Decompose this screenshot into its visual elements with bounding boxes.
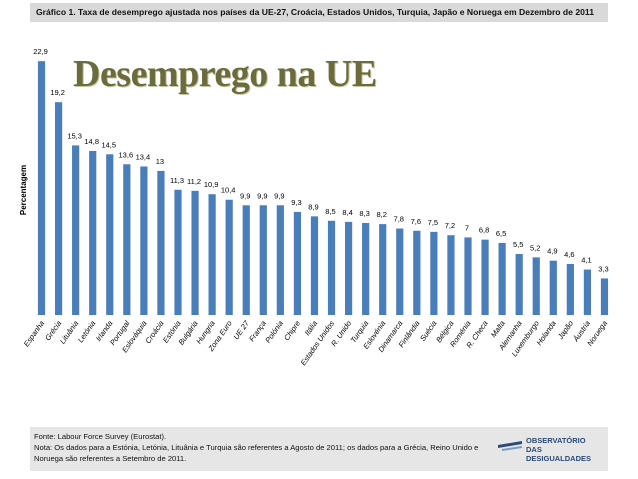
chart-title: Gráfico 1. Taxa de desemprego ajustada n…: [30, 3, 608, 22]
bar: [549, 260, 557, 315]
x-tick-label: Espanha: [22, 319, 46, 348]
logo-line: OBSERVATÓRIO: [526, 436, 586, 445]
slide-title: Desemprego na UE: [73, 53, 377, 95]
bar: [72, 145, 80, 315]
bar: [413, 230, 421, 315]
data-label: 6,8: [479, 226, 489, 235]
y-axis-label: Percentagem: [19, 165, 28, 215]
data-label: 15,3: [67, 131, 82, 140]
data-label: 7,8: [394, 215, 404, 224]
x-tick-label: Letónia: [76, 319, 97, 344]
bar: [276, 205, 284, 315]
data-label: 7,5: [428, 218, 438, 227]
bar: [600, 278, 609, 315]
logo-line: DAS DESIGUALDADES: [526, 445, 592, 463]
bar: [430, 231, 438, 315]
bar: [447, 235, 455, 315]
data-label: 22,9: [33, 47, 48, 56]
bar: [242, 205, 250, 315]
bar: [123, 164, 131, 315]
bar: [310, 216, 319, 315]
bar: [140, 166, 148, 315]
x-tick-label: Polónia: [263, 319, 285, 345]
bar: [208, 194, 216, 315]
data-label: 8,9: [308, 202, 318, 211]
bar: [259, 205, 267, 315]
data-label: 13: [156, 157, 164, 166]
bar: [515, 254, 523, 315]
data-label: 10,9: [204, 180, 219, 189]
bar: [498, 242, 506, 315]
data-label: 14,8: [84, 137, 99, 146]
x-tick-label: Itália: [303, 319, 319, 337]
bar: [293, 211, 302, 315]
data-label: 4,6: [564, 250, 574, 259]
bar: [566, 264, 574, 315]
bar: [54, 102, 63, 315]
data-label: 7: [465, 223, 469, 232]
data-label: 5,5: [513, 240, 523, 249]
data-label: 10,4: [221, 186, 236, 195]
data-label: 9,3: [291, 198, 301, 207]
data-label: 4,1: [581, 256, 591, 265]
bar: [344, 221, 353, 315]
bar: [379, 224, 387, 315]
bar: [174, 189, 182, 315]
data-label: 3,3: [598, 264, 608, 273]
logo-mark: [498, 441, 522, 451]
data-label: 4,9: [547, 247, 557, 256]
bar: [327, 220, 336, 315]
bar: [89, 150, 97, 315]
bar: [362, 223, 370, 315]
bar: [583, 269, 592, 315]
data-label: 11,3: [170, 176, 184, 185]
source: Fonte: Labour Force Survey (Eurostat).: [34, 432, 167, 441]
data-label: 9,9: [274, 191, 284, 200]
bar: [37, 61, 46, 315]
data-label: 7,6: [411, 217, 421, 226]
data-label: 9,9: [240, 191, 250, 200]
data-label: 9,9: [257, 191, 267, 200]
bar: [481, 239, 489, 315]
data-label: 8,4: [342, 208, 352, 217]
data-label: 8,2: [376, 210, 386, 219]
data-label: 13,6: [119, 150, 134, 159]
x-tick-label: Chipre: [282, 319, 302, 342]
note: Nota: Os dados para a Estónia, Letónia, …: [34, 443, 479, 463]
bar: [157, 170, 165, 315]
bar: [532, 257, 540, 315]
data-label: 14,5: [101, 140, 116, 149]
bar: [225, 199, 233, 315]
data-label: 11,2: [187, 177, 201, 186]
bar: [396, 228, 404, 315]
data-label: 7,2: [445, 221, 455, 230]
bar: [106, 154, 114, 315]
data-label: 6,5: [496, 229, 506, 238]
bar: [464, 237, 472, 315]
data-label: 13,4: [136, 152, 151, 161]
data-label: 5,2: [530, 243, 540, 252]
data-label: 19,2: [50, 88, 65, 97]
footer: Fonte: Labour Force Survey (Eurostat). N…: [30, 427, 608, 471]
logo: OBSERVATÓRIO DAS DESIGUALDADES: [498, 436, 598, 463]
data-label: 8,5: [325, 207, 335, 216]
data-label: 8,3: [359, 209, 369, 218]
bar: [191, 190, 199, 315]
